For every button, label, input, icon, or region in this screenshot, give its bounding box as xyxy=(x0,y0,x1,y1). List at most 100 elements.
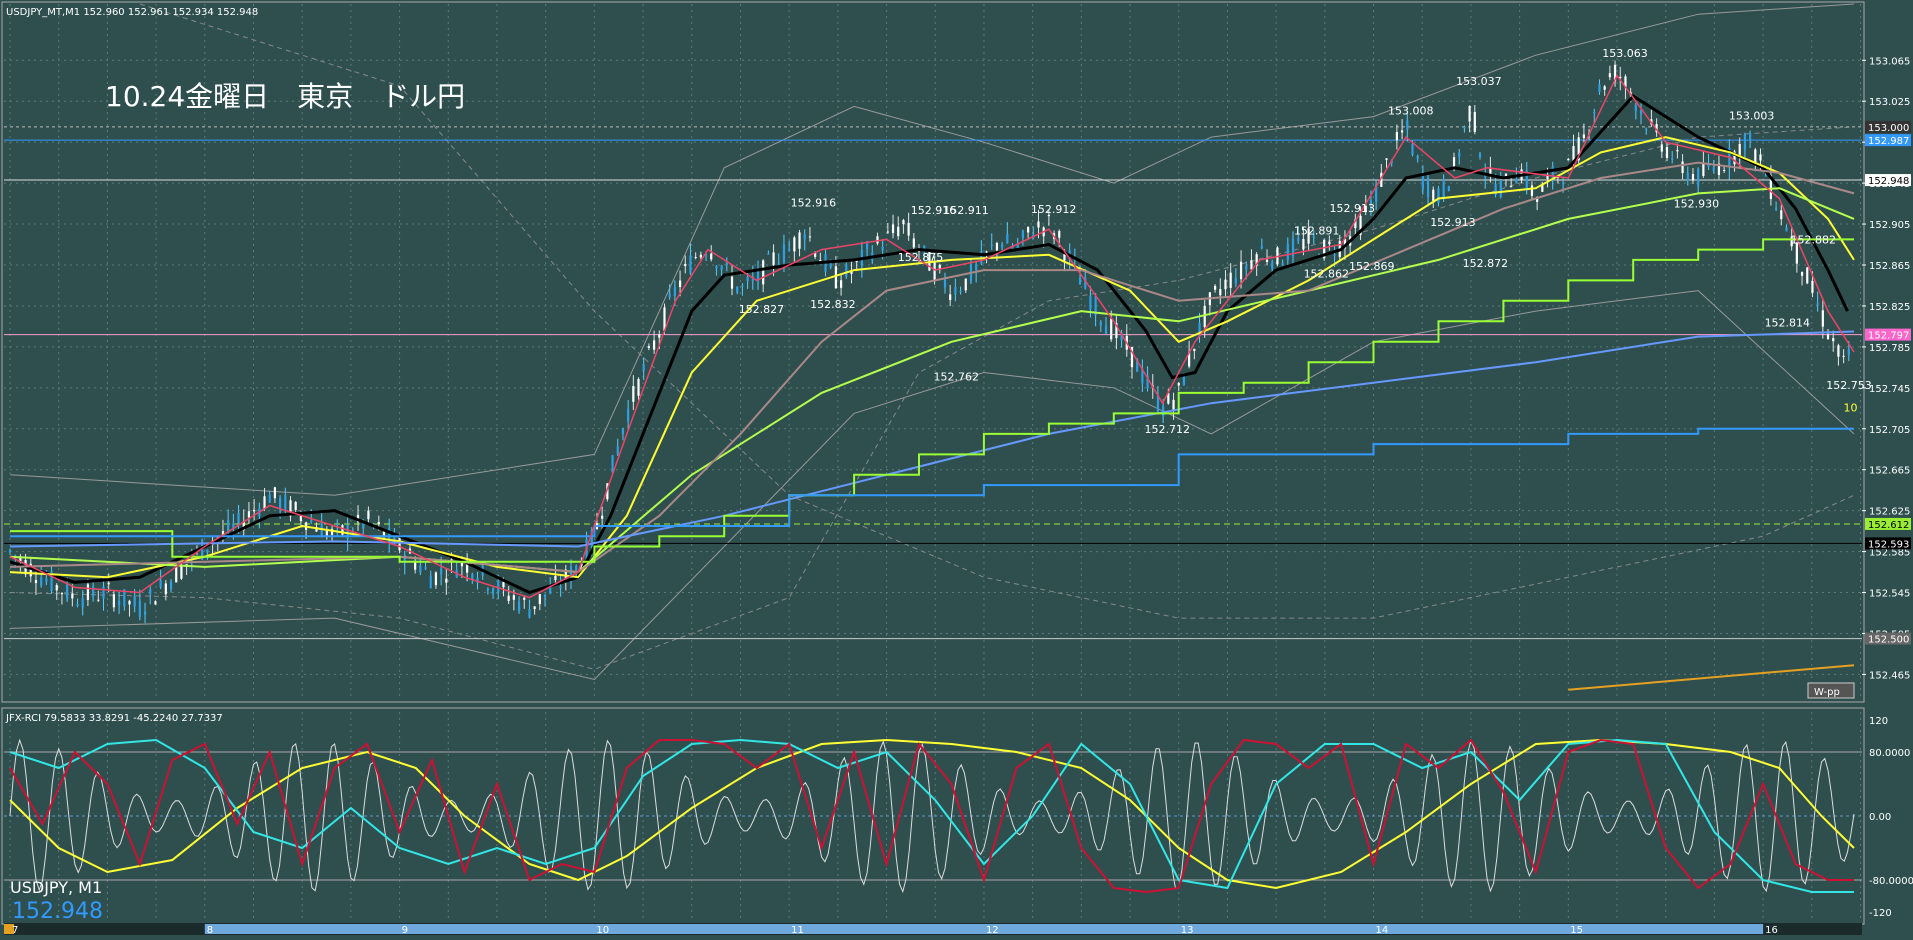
candle-body xyxy=(419,565,422,573)
candle-body xyxy=(1681,161,1684,174)
y-tick-label: 152.465 xyxy=(1869,670,1910,681)
candle-body xyxy=(1619,76,1622,79)
candle-body xyxy=(273,487,277,499)
candle-body xyxy=(1442,179,1445,198)
ma-line xyxy=(10,427,1854,538)
candle-body xyxy=(959,291,962,293)
price-tags: 153.000 152.987 152.948 152.797 152.612 152.5… xyxy=(1865,120,1911,646)
candle-body xyxy=(169,581,173,590)
y-tick-label: 152.745 xyxy=(1869,384,1910,395)
candle-body xyxy=(865,243,869,250)
wpp-tag: W-pp xyxy=(1807,682,1855,699)
price-annotation: 152.912 xyxy=(1031,203,1077,216)
candle-body xyxy=(1546,175,1549,180)
candle-body xyxy=(1847,349,1850,355)
candle-body xyxy=(517,601,521,611)
candle-body xyxy=(1245,265,1248,270)
price-annotation: 152.911 xyxy=(943,204,989,217)
candle-body xyxy=(1567,158,1570,161)
candle-body xyxy=(1120,332,1123,341)
candle-body xyxy=(60,593,64,595)
price-annotation: 152.832 xyxy=(810,298,856,311)
candle-body xyxy=(1780,210,1783,220)
candle-body xyxy=(330,528,334,535)
candle-body xyxy=(29,563,32,577)
candle-body xyxy=(159,580,162,588)
candle-body xyxy=(777,263,780,267)
rci-line xyxy=(9,738,1854,893)
candle-body xyxy=(1115,323,1118,339)
candle-body xyxy=(689,255,692,274)
candle-body xyxy=(107,582,110,585)
candle-body xyxy=(523,597,526,600)
candle-body xyxy=(1645,128,1648,130)
price-tag-label: 153.000 xyxy=(1868,123,1909,134)
candle-body xyxy=(538,594,541,605)
candle-body xyxy=(1437,188,1440,203)
candle-body xyxy=(1536,197,1539,202)
candle-body xyxy=(253,509,256,512)
price-annotation: 153.063 xyxy=(1602,47,1648,60)
price-annotation: 153.037 xyxy=(1456,75,1502,88)
candle-body xyxy=(949,294,952,301)
candle-body xyxy=(1395,132,1398,141)
candle-body xyxy=(1203,305,1206,327)
time-axis: 7 8 9 10 11 12 13 14 15 16 xyxy=(4,923,1862,936)
price-annotation: 152.875 xyxy=(898,251,944,264)
candle-body xyxy=(1219,289,1222,296)
candle-body xyxy=(632,385,635,402)
candle-body xyxy=(1598,84,1601,93)
price-annotation: 152.916 xyxy=(791,197,837,210)
candle-body xyxy=(1639,110,1643,115)
candle-body xyxy=(1400,130,1404,133)
candle-body xyxy=(81,598,84,608)
y-tick-label: 153.025 xyxy=(1869,97,1910,108)
rci-tick-label: 80.0000 xyxy=(1869,748,1910,759)
candle-body xyxy=(1291,238,1295,257)
candle-body xyxy=(1011,246,1014,250)
candle-body xyxy=(585,539,588,564)
candle-body xyxy=(616,446,619,455)
candle-body xyxy=(1182,374,1186,386)
candle-body xyxy=(1473,112,1476,132)
band-line xyxy=(9,3,1855,496)
candle-body xyxy=(8,550,12,552)
candle-body xyxy=(502,581,505,588)
candle-body xyxy=(850,271,853,274)
candle-body xyxy=(1572,146,1575,163)
price-annotation: 152.862 xyxy=(1304,267,1350,280)
candle-body xyxy=(1525,170,1528,189)
candle-body xyxy=(1094,295,1097,316)
candle-body xyxy=(684,263,687,267)
candle-body xyxy=(839,280,843,288)
candle-body xyxy=(1489,168,1492,174)
candle-body xyxy=(388,527,391,542)
rci-line xyxy=(9,738,1854,894)
candle-body xyxy=(1577,137,1580,161)
candle-body xyxy=(1328,241,1331,245)
candle-body xyxy=(268,494,271,503)
candle-body xyxy=(1188,352,1191,367)
candle-body xyxy=(1795,242,1798,264)
candle-body xyxy=(367,510,370,520)
candle-body xyxy=(1447,186,1450,191)
price-tag-bg xyxy=(1865,134,1911,147)
x-tick-label: 13 xyxy=(1181,925,1194,936)
candle-body xyxy=(1416,155,1419,159)
candle-body xyxy=(954,287,957,295)
candle-body xyxy=(393,533,396,544)
candle-body xyxy=(834,266,838,289)
candle-body xyxy=(549,586,552,594)
candle-body xyxy=(1478,153,1482,158)
price-axis: 153.065153.025152.985152.945152.905152.8… xyxy=(1862,56,1910,681)
time-axis-marker xyxy=(4,924,14,934)
candle-body xyxy=(1816,303,1819,306)
price-annotation: 152.762 xyxy=(933,371,979,384)
candle-body xyxy=(86,584,90,600)
candle-body xyxy=(1385,158,1388,160)
candle-body xyxy=(694,256,697,258)
candle-body xyxy=(1717,163,1721,175)
candle-body xyxy=(1702,163,1705,176)
